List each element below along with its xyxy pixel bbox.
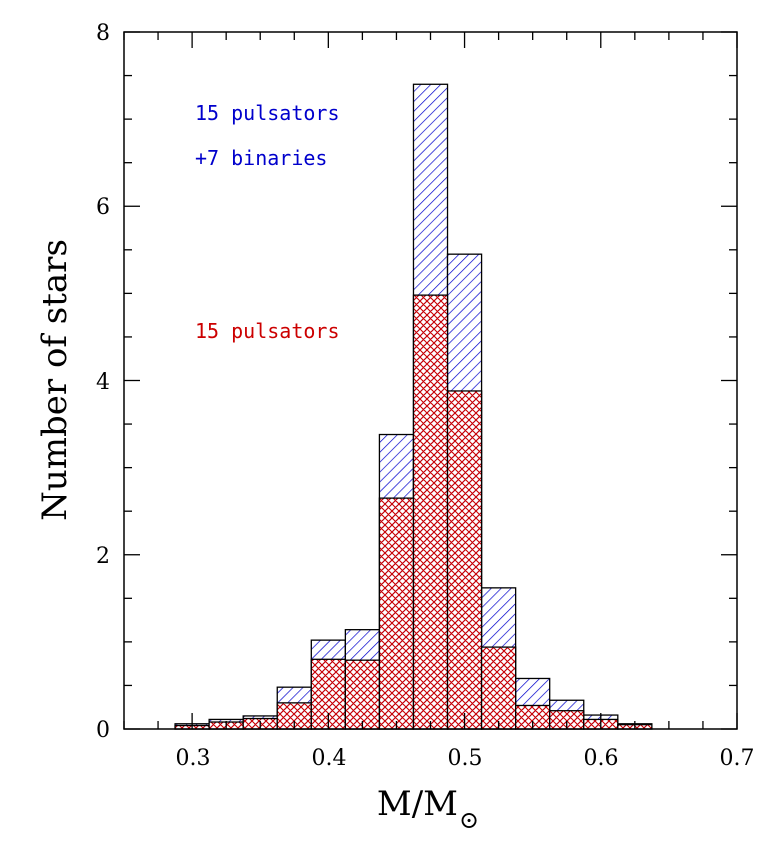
annotation-red: 15 pulsators [195,319,340,343]
y-axis-title: Number of stars [35,239,75,521]
annotation-blue-line1: 15 pulsators [195,101,340,125]
x-tick-label: 0.7 [720,746,755,771]
bar-pulsators [412,294,449,730]
x-tick-label: 0.5 [448,746,483,771]
y-tick-label: 8 [96,21,110,46]
x-axis-title: M/M ⊙ [377,784,479,834]
bar-pulsators [446,390,483,730]
bar-pulsators [480,646,517,730]
x-axis-title-subscript: ⊙ [459,806,479,834]
y-tick-label: 6 [96,195,110,220]
axis-ticks [123,31,738,730]
x-axis-title-main: M/M [377,784,458,824]
x-tick-labels: 0.3 0.4 0.5 0.6 0.7 [176,746,755,771]
x-tick-label: 0.4 [312,746,347,771]
bar-pulsators [378,497,415,730]
y-tick-labels: 0 2 4 6 8 [96,21,110,743]
x-tick-label: 0.3 [176,746,211,771]
x-tick-label: 0.6 [584,746,619,771]
series-red-bars [174,294,653,730]
y-tick-label: 4 [96,370,110,395]
y-tick-label: 0 [96,718,110,743]
annotation-blue-line2: +7 binaries [195,146,327,170]
y-tick-label: 2 [96,544,110,569]
bar-pulsators [344,659,381,730]
